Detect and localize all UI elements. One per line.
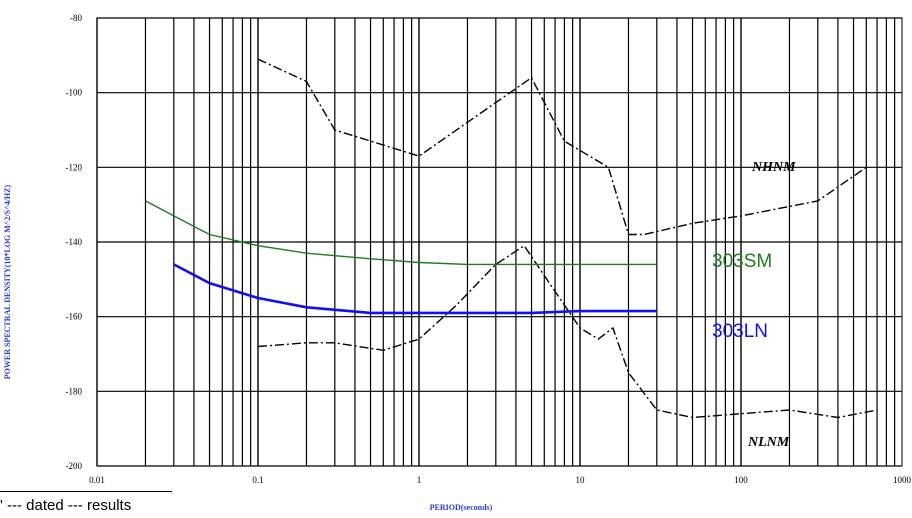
series-line-nhnm xyxy=(257,58,867,236)
series-label-303ln: 303LN xyxy=(712,321,768,342)
y-tick-label: -140 xyxy=(66,237,83,247)
footer-note: ' --- dated --- results xyxy=(0,497,132,514)
y-tick-label: -120 xyxy=(66,162,83,172)
chart-grid xyxy=(96,17,903,467)
footer-rule xyxy=(0,491,172,492)
x-tick-label: 1000 xyxy=(893,475,912,485)
x-tick-label: 1 xyxy=(417,475,422,485)
y-tick-label: -100 xyxy=(66,88,83,98)
y-tick-labels: -80 -100 -120 -140 -160 -180 -200 xyxy=(66,13,83,471)
x-tick-label: 0.01 xyxy=(89,475,105,485)
y-tick-label: -180 xyxy=(66,386,83,396)
y-tick-label: -200 xyxy=(66,461,83,471)
x-tick-label: 0.1 xyxy=(252,475,263,485)
y-tick-label: -80 xyxy=(70,13,82,23)
y-axis-title: POWER SPECTRAL DENSITY(10*LOG M^2/S^4/HZ… xyxy=(3,184,12,379)
series-line-nlnm xyxy=(257,244,878,419)
x-tick-label: 10 xyxy=(576,475,586,485)
series-label-303sm: 303SM xyxy=(712,251,772,272)
series-label-nhnm: NHNM xyxy=(751,160,796,175)
series-line-303ln xyxy=(173,263,657,315)
series-label-nlnm: NLNM xyxy=(747,435,790,450)
series-labels: NHNM NLNM 303SM 303LN xyxy=(712,160,796,450)
x-tick-label: 100 xyxy=(734,475,748,485)
x-tick-labels: 0.01 0.1 1 10 100 1000 xyxy=(89,475,911,485)
y-tick-label: -160 xyxy=(66,312,83,322)
series-lines xyxy=(145,58,878,419)
x-axis-title: PERIOD(seconds) xyxy=(430,503,493,512)
series-line-303sm xyxy=(145,200,657,266)
